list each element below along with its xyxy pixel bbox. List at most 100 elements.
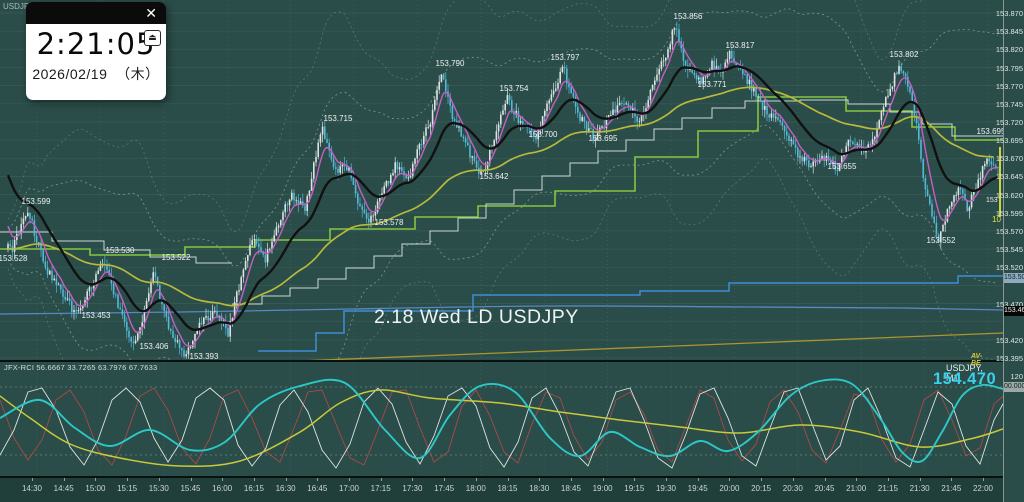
time-axis-tick <box>349 478 350 481</box>
time-axis-label: 17:00 <box>338 484 360 493</box>
swing-price-label: 153.393 <box>190 352 219 360</box>
time-axis-tick <box>317 478 319 481</box>
time-axis-label: 17:15 <box>370 484 391 493</box>
price-axis-label: 153.795 <box>995 63 1023 73</box>
time-axis-tick <box>32 478 33 481</box>
time-axis-label: 22:00 <box>972 484 994 493</box>
time-axis-label: 14:30 <box>21 484 43 493</box>
clock-date: 2026/02/19 （木） <box>26 64 166 84</box>
time-axis-tick <box>919 478 921 481</box>
price-axis-label: 153.745 <box>995 99 1023 109</box>
time-axis-label: 15:00 <box>85 484 106 493</box>
price-axis-label: 153.645 <box>995 172 1023 182</box>
time-axis-label: 19:45 <box>687 484 708 493</box>
time-axis-tick <box>539 478 541 481</box>
price-axis-label: 153.870 <box>995 9 1023 18</box>
price-axis-label: 153.470 <box>995 299 1023 309</box>
time-axis-label: 15:15 <box>117 484 138 493</box>
swing-price-label: 153.754 <box>500 84 529 93</box>
time-axis-tick <box>983 478 984 481</box>
time-axis-label: 16:45 <box>307 484 328 493</box>
time-axis[interactable]: 14:30 14:45 15:00 15:15 15:30 15:45 16:00 16:15… <box>0 478 1024 502</box>
price-axis-label: 153.670 <box>995 154 1023 164</box>
time-axis-tick <box>570 478 572 481</box>
swing-price-label: 153.552 <box>927 236 956 245</box>
clock-date-value: 2026/02/19 <box>32 66 108 82</box>
time-axis-tick <box>222 478 224 481</box>
rci-indicator-label: JFX-RCI 56.6667 33.7265 63.7976 67.7633 <box>4 363 158 372</box>
time-axis-tick <box>412 478 414 481</box>
time-axis-tick <box>824 478 826 481</box>
swing-price-label: 153.406 <box>140 342 169 351</box>
panel-separator[interactable] <box>0 360 1024 362</box>
price-marker-label: 153.460 <box>1004 306 1024 316</box>
clock-weekday: （木） <box>116 66 160 82</box>
price-axis-label: 153.695 <box>995 136 1023 146</box>
time-axis-label: 20:00 <box>719 484 740 493</box>
time-axis-tick <box>127 478 129 481</box>
swing-price-label: 153.802 <box>890 50 919 59</box>
price-axis-label: 153.545 <box>995 245 1023 255</box>
time-axis-label: 18:45 <box>560 484 581 493</box>
price-axis-label: 153.620 <box>995 190 1023 200</box>
price-axis-label: 153.820 <box>995 45 1023 55</box>
swing-price-label: 153.700 <box>529 130 558 139</box>
price-axis-label: 153.845 <box>995 27 1023 37</box>
time-axis-tick <box>285 478 287 481</box>
swing-price-label: 153.530 <box>106 246 135 255</box>
swing-price-label: 153.695 <box>977 127 1003 136</box>
time-axis-tick <box>697 478 699 481</box>
indicator-badge: AV-BE <box>971 353 983 367</box>
measure-partial-label: 153 <box>986 197 998 204</box>
price-marker-label: 153.505 <box>1004 273 1024 283</box>
time-axis-tick <box>475 478 477 481</box>
time-axis-label: 20:30 <box>782 484 803 493</box>
time-axis-tick <box>158 478 160 481</box>
clock-widget-titlebar[interactable]: ✕ <box>26 2 166 24</box>
time-axis-tick <box>95 478 97 481</box>
time-axis-label: 18:00 <box>465 484 486 493</box>
measure-value-label: 10 <box>992 215 1001 224</box>
time-axis-label: 21:00 <box>846 484 867 493</box>
swing-price-label: 153.797 <box>551 53 580 62</box>
price-axis-label: 153.570 <box>995 226 1023 236</box>
rci-axis-label: 00.0000 <box>1004 382 1024 392</box>
clock-widget[interactable]: ✕ 2:21:05 ⏏ 2026/02/19 （木） <box>26 2 166 100</box>
time-axis-label: 19:15 <box>624 484 645 493</box>
time-axis-tick <box>602 478 604 481</box>
price-axis-label: 153.520 <box>995 263 1023 273</box>
eject-icon[interactable]: ⏏ <box>144 30 161 46</box>
price-axis-label: 153.595 <box>995 208 1023 218</box>
swing-price-label: 153.528 <box>0 254 28 263</box>
price-axis[interactable]: 153.870 153.845 153.820 153.795 153.770 153.7… <box>996 0 1024 502</box>
time-axis-tick <box>507 478 509 481</box>
time-axis-tick <box>887 478 889 481</box>
time-axis-label: 19:00 <box>592 484 613 493</box>
price-axis-label: 153.770 <box>995 81 1023 91</box>
time-axis-tick <box>792 478 794 481</box>
time-axis-label: 20:15 <box>751 484 772 493</box>
time-axis-tick <box>761 478 763 481</box>
swing-price-label: 153.578 <box>375 218 404 227</box>
close-icon[interactable]: ✕ <box>145 5 157 21</box>
main-chart-canvas[interactable]: 153 10 153.599 153.528 153.530 153.522 153.453… <box>0 0 1003 360</box>
time-axis-tick <box>634 478 636 481</box>
time-axis-label: 14:45 <box>53 484 74 493</box>
rci-axis-label: 120 <box>1010 372 1023 381</box>
time-axis-label: 16:15 <box>243 484 264 493</box>
price-axis-label: 153.720 <box>995 118 1023 127</box>
rci-indicator-canvas[interactable] <box>0 362 1003 476</box>
price-axis-label: 153.395 <box>995 354 1023 363</box>
time-axis-label: 17:30 <box>402 484 423 493</box>
time-axis-label: 21:15 <box>877 484 898 493</box>
swing-price-label: 153.453 <box>82 311 111 320</box>
time-axis-tick <box>951 478 953 481</box>
swing-price-label: 153.817 <box>726 41 755 50</box>
swing-price-label: 153.695 <box>589 134 618 143</box>
time-axis-label: 18:15 <box>497 484 518 493</box>
swing-price-label: 153.771 <box>698 80 727 89</box>
time-axis-label: 20:45 <box>814 484 835 493</box>
time-axis-tick <box>444 478 446 481</box>
time-axis-tick <box>190 478 192 481</box>
